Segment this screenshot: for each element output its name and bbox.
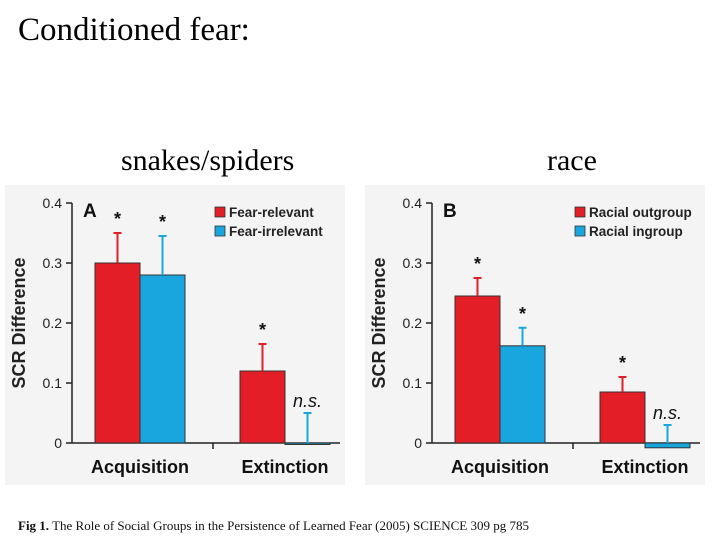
legend-swatch [574,206,586,218]
chart-b: 0 0.1 0.2 0.3 0.4 SCR Difference B * * Acquisitio… [365,185,705,485]
y-axis-label: SCR Difference [9,257,29,388]
bar-fear-irrelevant [284,442,331,445]
y-tick-label: 0.4 [43,195,63,211]
significance-mark: n.s. [293,391,322,411]
significance-mark: * [159,212,166,232]
figure-caption: Fig 1. The Role of Social Groups in the … [18,518,529,534]
caption-text: The Role of Social Groups in the Persist… [52,518,530,533]
y-tick-label: 0.2 [43,315,63,331]
bar-fear-irrelevant [139,274,186,444]
y-axis-label: SCR Difference [369,257,389,388]
x-category-label: Acquisition [451,457,549,477]
bar-fear-relevant [94,262,141,444]
y-tick-label: 0.3 [43,255,63,271]
significance-mark: n.s. [653,403,682,423]
significance-mark: * [519,304,526,324]
chart-a: 0 0.1 0.2 0.3 0.4 SCR Difference A * * Acquisitio… [5,185,345,485]
legend-label: Racial ingroup [589,224,683,239]
x-category-label: Extinction [601,457,688,477]
y-tick-label: 0.2 [403,315,423,331]
panel-label-race: race [547,144,597,177]
bar-racial-outgroup [599,391,646,444]
y-tick-label: 0.3 [403,255,423,271]
bar-racial-ingroup [644,442,691,449]
legend-swatch [574,225,586,237]
bar-fear-relevant [239,370,286,444]
legend-swatch [214,206,226,218]
y-tick-label: 0.1 [43,375,63,391]
significance-mark: * [619,353,626,373]
panel-letter: A [83,201,97,222]
caption-prefix: Fig 1. [18,518,50,533]
legend-label: Fear-relevant [229,205,314,220]
significance-mark: * [114,209,121,229]
legend-label: Racial outgroup [589,205,692,220]
panel-letter: B [443,201,457,222]
x-category-label: Extinction [241,457,328,477]
y-tick-label: 0.1 [403,375,423,391]
slide-title: Conditioned fear: [18,12,250,48]
legend-label: Fear-irrelevant [229,224,323,239]
bar-racial-outgroup [454,295,501,444]
panel-label-snakes-spiders: snakes/spiders [121,144,295,177]
bar-racial-ingroup [499,345,546,444]
legend-swatch [214,225,226,237]
significance-mark: * [474,254,481,274]
y-tick-label: 0 [414,435,422,451]
y-tick-label: 0 [54,435,62,451]
x-category-label: Acquisition [91,457,189,477]
significance-mark: * [259,320,266,340]
y-tick-label: 0.4 [403,195,423,211]
